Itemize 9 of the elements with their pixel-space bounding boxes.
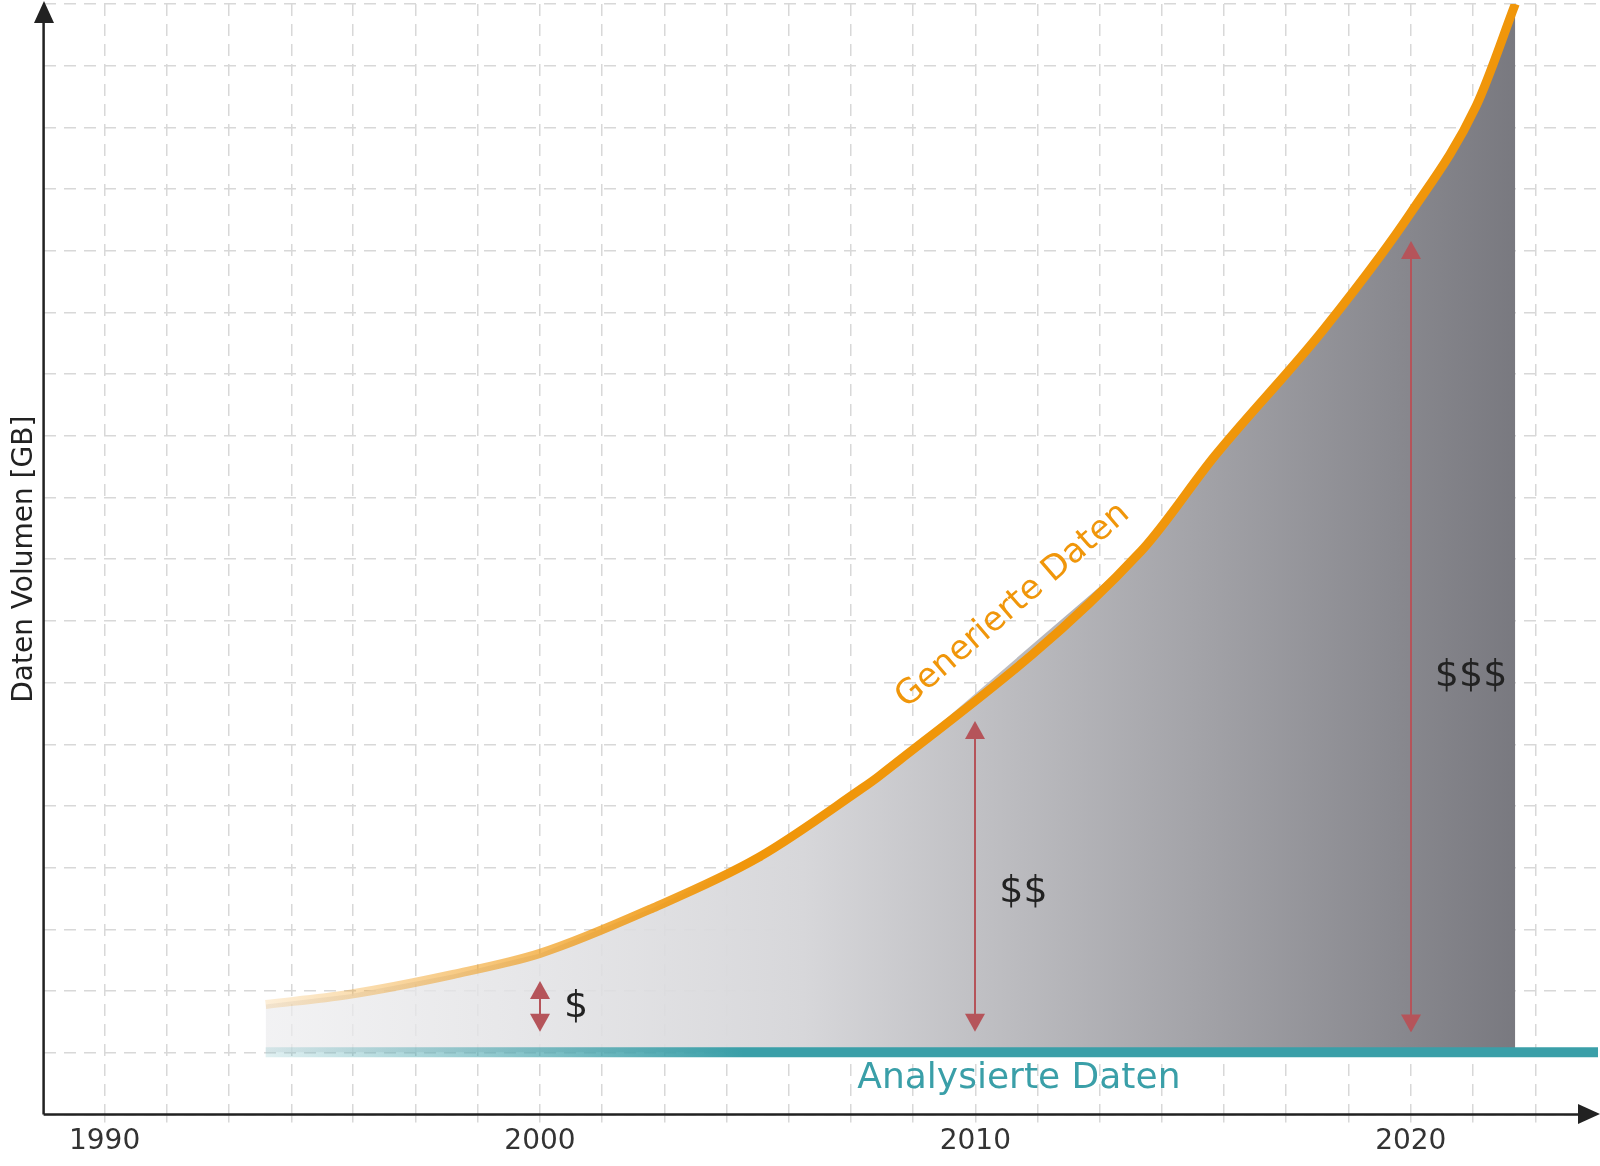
y-axis-title: Daten Volumen [GB] [6, 415, 40, 703]
annotation: $ [563, 981, 589, 1026]
x-tick-label: 2020 [1375, 1123, 1447, 1157]
annotation: $$ [999, 867, 1048, 912]
annotation: $$$ [1434, 650, 1508, 695]
x-tick-label: 2010 [939, 1123, 1011, 1157]
x-tick-label: 2000 [504, 1123, 576, 1157]
x-tick-label: 1990 [68, 1123, 141, 1157]
series-label: Analysierte Daten [857, 1054, 1181, 1096]
